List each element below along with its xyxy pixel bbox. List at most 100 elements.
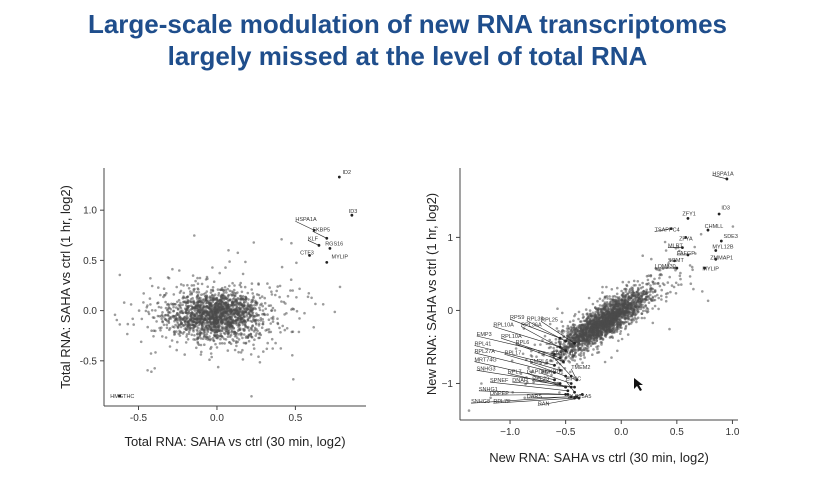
data-point xyxy=(259,319,263,322)
data-point xyxy=(612,310,615,313)
data-point xyxy=(562,343,565,346)
leader-line xyxy=(712,175,727,180)
data-point xyxy=(183,307,187,311)
data-point xyxy=(639,305,643,309)
data-point xyxy=(618,325,622,329)
data-point xyxy=(142,292,145,295)
data-point xyxy=(164,306,168,310)
data-point xyxy=(263,296,267,300)
data-point xyxy=(244,341,248,345)
leader-line xyxy=(521,326,566,351)
data-point xyxy=(267,318,271,322)
data-point xyxy=(211,329,214,333)
data-point xyxy=(616,349,619,353)
data-point xyxy=(211,336,215,340)
data-point xyxy=(214,325,218,329)
gene-label: RPL7 xyxy=(508,369,522,375)
data-point xyxy=(601,299,605,302)
data-point xyxy=(250,288,253,291)
data-point xyxy=(647,295,651,298)
data-point xyxy=(611,336,614,340)
leader-line xyxy=(307,240,320,246)
data-point xyxy=(598,304,602,307)
labeled-point xyxy=(337,175,341,179)
data-point xyxy=(225,291,228,294)
leader-line xyxy=(501,337,561,359)
data-point xyxy=(527,366,530,370)
gene-label: HSPA1A xyxy=(712,171,734,177)
data-point xyxy=(150,309,154,312)
gene-label: SNHG3 xyxy=(477,366,496,372)
data-point xyxy=(620,298,623,302)
data-point xyxy=(197,300,201,304)
data-point xyxy=(622,306,625,310)
data-point xyxy=(579,346,582,350)
data-point xyxy=(618,296,621,299)
data-point xyxy=(233,284,236,287)
data-point xyxy=(202,300,206,304)
data-point xyxy=(594,313,597,316)
data-point xyxy=(236,251,240,255)
data-point xyxy=(269,330,273,334)
data-point xyxy=(699,232,703,236)
data-point xyxy=(183,353,186,356)
data-point xyxy=(164,313,168,317)
data-point xyxy=(213,321,217,325)
data-point xyxy=(197,343,201,347)
data-point xyxy=(618,306,621,310)
data-point xyxy=(601,285,604,289)
data-point xyxy=(193,325,197,328)
data-point xyxy=(244,321,248,324)
data-point xyxy=(235,319,239,322)
data-point xyxy=(235,331,238,335)
data-point xyxy=(660,298,663,301)
data-point xyxy=(291,354,294,357)
leader-line xyxy=(471,396,572,404)
data-point xyxy=(131,317,134,321)
data-point xyxy=(237,333,241,336)
data-point xyxy=(283,328,287,332)
data-point xyxy=(573,323,577,327)
data-point xyxy=(261,309,265,312)
data-point xyxy=(164,318,168,321)
data-point xyxy=(199,343,203,347)
data-point xyxy=(651,295,655,299)
y-tick-label: −1 xyxy=(442,379,454,390)
x-tick-label: −0.5 xyxy=(556,427,576,438)
y-tick-label: 0.5 xyxy=(83,256,97,267)
x-tick-label: -0.5 xyxy=(130,413,148,424)
data-point xyxy=(222,305,226,309)
data-point xyxy=(238,312,241,316)
data-point xyxy=(605,332,608,336)
data-point xyxy=(670,284,674,287)
data-point xyxy=(623,318,627,321)
data-point xyxy=(239,314,242,318)
data-point xyxy=(608,302,612,305)
data-point xyxy=(654,282,657,285)
data-point xyxy=(223,310,227,313)
gene-label: ZFYA xyxy=(679,236,693,242)
data-point xyxy=(586,344,589,347)
data-point xyxy=(224,289,227,292)
data-point xyxy=(333,310,337,314)
data-point xyxy=(221,319,224,323)
data-point xyxy=(261,304,265,308)
data-point xyxy=(183,320,187,324)
data-point xyxy=(178,315,182,318)
data-point xyxy=(610,356,613,359)
data-point xyxy=(146,369,149,372)
data-point xyxy=(262,350,265,353)
data-point xyxy=(206,330,210,334)
leader-line xyxy=(537,397,580,406)
data-point xyxy=(251,292,254,295)
gene-label: GAPDH xyxy=(527,369,547,375)
data-point xyxy=(186,301,190,304)
data-point xyxy=(184,310,188,313)
data-point xyxy=(227,328,231,332)
data-point xyxy=(605,301,609,304)
labeled-point xyxy=(703,266,707,270)
data-point xyxy=(633,316,637,320)
data-point xyxy=(219,288,222,292)
leader-line xyxy=(478,390,566,395)
data-point xyxy=(201,308,204,312)
